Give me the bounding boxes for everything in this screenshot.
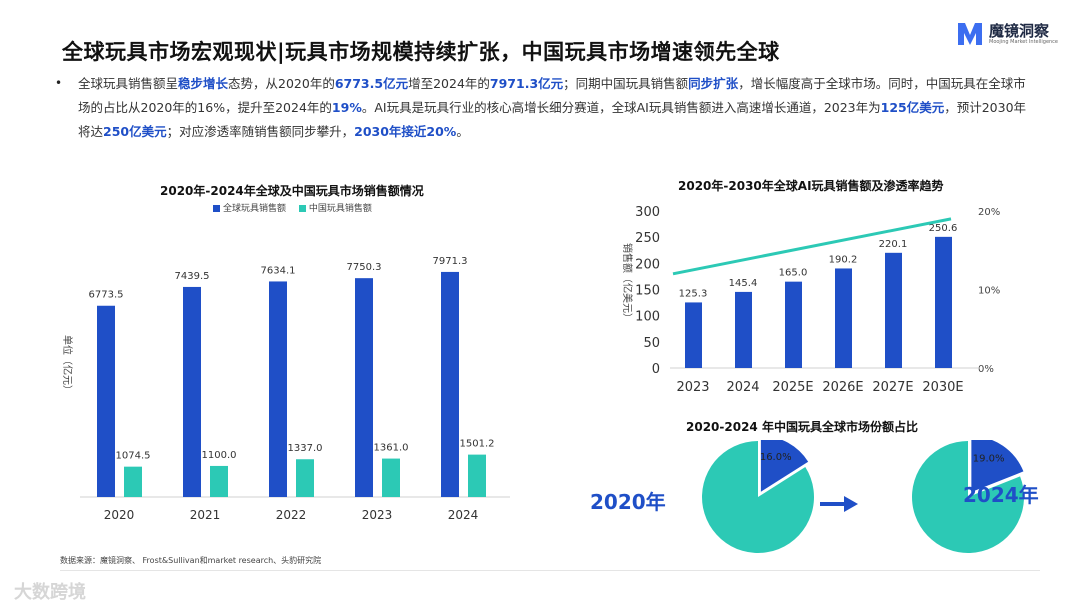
legend-global-swatch [213,205,220,212]
pie-share-label: 19.0% [973,454,1005,465]
arrow-right-icon [820,496,858,512]
chart1-bar-global [269,281,287,497]
chart2-data-label: 190.2 [829,254,858,265]
logo-m-icon [958,23,982,45]
chart2-ai-toy-sales: 0 50 100 150 200 250 300 0% 10% 20% 销售额（亿美元） 125.3 2… [621,205,1000,395]
chart2-bar [785,281,802,368]
chart1-global-china-sales: 单位（亿元） 6773.5 1074.5 2020 7439.5 1100.0 2021 76… [61,256,510,522]
chart2-data-label: 165.0 [779,268,808,279]
chart2-y-tick: 250 [635,231,660,246]
brand-logo: 魔镜洞察 Moojing Market Intelligence [955,18,1065,52]
summary-text: 全球玩具销售额呈稳步增长态势，从2020年的6773.5亿元增至2024年的79… [78,76,1027,139]
chart2-y-label: 销售额（亿美元） [621,243,634,323]
footer-watermark-logo: 大数跨境 [14,582,86,603]
chart2-y-tick: 200 [635,257,660,272]
chart1-x-tick: 2020 [104,508,135,522]
chart2-bar [735,291,752,368]
chart1-legend: 全球玩具销售额 中国玩具销售额 [213,201,372,214]
chart1-label-global: 6773.5 [89,290,124,301]
chart1-bar-global [355,278,373,497]
logo-brand-name: 魔镜洞察 [989,22,1050,40]
footer-divider [60,570,1040,571]
chart1-x-tick: 2021 [190,508,221,522]
chart2-bar [685,302,702,368]
chart1-bar-global [97,305,115,497]
pie-label-2024: 2024年 [963,483,1039,507]
chart2-y2-tick: 10% [978,286,1000,297]
chart1-label-global: 7750.3 [347,262,382,273]
legend-china-swatch [298,205,306,212]
chart2-data-label: 250.6 [929,223,958,234]
chart2-penetration-line [672,217,952,276]
chart1-bar-china [210,465,228,497]
chart1-bar-global [441,271,459,497]
logo-subtitle: Moojing Market Intelligence [989,39,1059,45]
data-source: 数据来源：魔镜洞察、 Frost&Sullivan和market researc… [60,556,322,565]
chart2-y-tick: 300 [635,205,660,220]
chart2-y-tick: 150 [635,284,660,299]
chart2-data-label: 220.1 [879,239,908,250]
chart2-y-tick: 0 [652,362,660,377]
chart1-label-global: 7634.1 [261,265,296,276]
chart1-x-tick: 2023 [362,508,393,522]
chart1-title: 2020年-2024年全球及中国玩具市场销售额情况 [160,184,424,198]
pie-slice-china [971,440,1024,493]
chart2-x-tick: 2026E [822,380,863,395]
chart1-bar-china [382,458,400,497]
chart2-x-tick: 2023 [676,380,709,395]
chart1-bar-china [468,454,486,497]
chart1-label-china: 1361.0 [374,443,409,454]
chart1-bar-china [296,459,314,497]
chart1-label-china: 1501.2 [460,439,495,450]
legend-china: 中国玩具销售额 [298,204,372,214]
pie-slice-rest [702,441,814,553]
chart2-y2-tick: 20% [978,207,1000,218]
chart1-bar-china [124,466,142,497]
pie-slice-rest [912,441,1024,553]
chart1-y-label: 单位（亿元） [61,335,74,395]
chart1-x-tick: 2024 [448,508,479,522]
chart2-y2-tick: 0% [978,364,994,375]
pie-label-2020: 2020年 [590,490,666,514]
chart2-data-label: 125.3 [679,288,708,299]
chart2-title: 2020年-2030年全球AI玩具销售额及渗透率趋势 [678,179,944,193]
chart1-label-china: 1100.0 [202,450,237,461]
chart2-x-tick: 2024 [726,380,759,395]
chart3-china-share-pies: 16.0% 19.0% [702,440,1024,553]
chart2-y-tick: 100 [635,310,660,325]
chart2-bar [885,252,902,368]
chart2-bar [935,236,952,368]
chart2-x-tick: 2025E [772,380,813,395]
chart2-bar [835,268,852,368]
pie-slice-china [760,440,809,492]
chart3-title: 2020-2024 年中国玩具全球市场份额占比 [686,420,918,434]
chart1-label-china: 1074.5 [116,451,151,462]
chart2-y-tick: 50 [643,336,660,351]
chart2-x-tick: 2027E [872,380,913,395]
chart2-x-tick: 2030E [922,380,963,395]
chart1-bar-global [183,286,201,497]
chart1-label-global: 7971.3 [433,256,468,267]
chart1-label-global: 7439.5 [175,271,210,282]
chart2-data-label: 145.4 [729,278,758,289]
chart1-label-china: 1337.0 [288,443,323,454]
legend-global: 全球玩具销售额 [213,204,286,214]
bullet-icon: • [55,76,63,90]
pie-share-label: 16.0% [760,452,792,463]
page-title: 全球玩具市场宏观现状|玩具市场规模持续扩张，中国玩具市场增速领先全球 [62,40,780,64]
chart1-x-tick: 2022 [276,508,307,522]
